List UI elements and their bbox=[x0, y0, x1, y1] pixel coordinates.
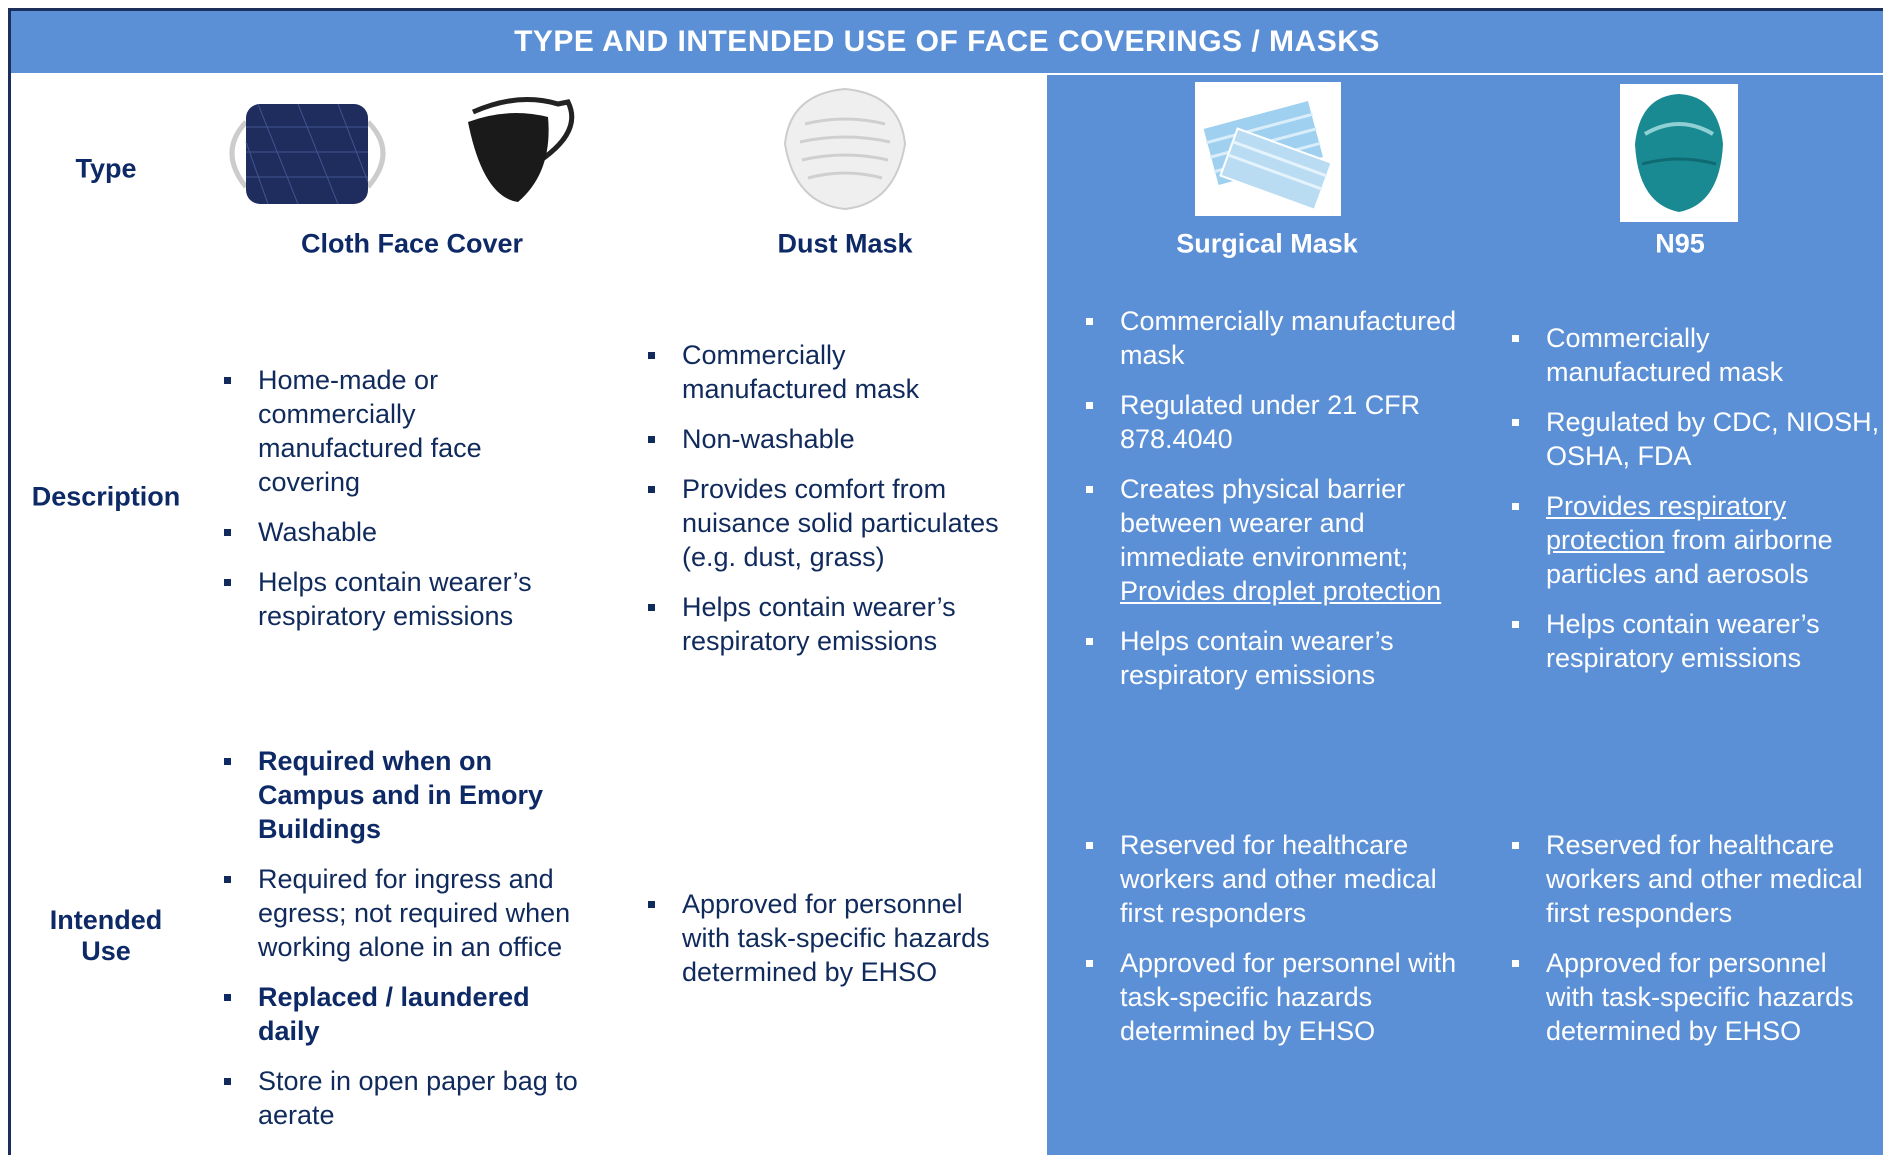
text-run: from airborne particles and aerosols bbox=[1546, 525, 1833, 589]
description-cell: Commercially manufactured mask Non-washab… bbox=[648, 276, 1002, 720]
intended-use-cell: Approved for personnel with task-specifi… bbox=[648, 720, 1002, 1155]
column-name: Cloth Face Cover bbox=[300, 228, 524, 259]
bullet-item: Replaced / laundered daily bbox=[224, 980, 588, 1048]
bullet-item: Provides respiratory protection from air… bbox=[1512, 489, 1882, 591]
border bbox=[8, 8, 11, 1155]
bullet-item: Helps contain wearer’s respiratory emiss… bbox=[1512, 607, 1882, 675]
bullet-list: Commercially manufactured mask Non-washab… bbox=[648, 322, 1002, 674]
row-label: Description bbox=[31, 481, 181, 512]
bullet-item: Required when on Campus and in Emory Bui… bbox=[224, 744, 588, 846]
column-name: Dust Mask bbox=[777, 228, 913, 259]
cloth-mask-image bbox=[229, 97, 575, 205]
bullet-item: Commercially manufactured mask bbox=[648, 338, 1002, 406]
bullet-item: Approved for personnel with task-specifi… bbox=[648, 887, 1002, 989]
bullet-item: Provides comfort from nuisance solid par… bbox=[648, 472, 1002, 574]
bullet-item: Required for ingress and egress; not req… bbox=[224, 862, 588, 964]
surgical-mask-image bbox=[1195, 82, 1341, 216]
bullet-item: Commercially manufactured mask bbox=[1512, 321, 1882, 389]
bullet-item: Helps contain wearer’s respiratory emiss… bbox=[1086, 624, 1460, 692]
row-label: Type bbox=[75, 153, 137, 184]
highlight-panel bbox=[1047, 75, 1883, 1155]
border bbox=[8, 8, 1883, 11]
bullet-item: Store in open paper bag to aerate bbox=[224, 1064, 588, 1132]
underlined-text: Provides respiratory protection bbox=[1546, 491, 1787, 555]
dust-mask-image bbox=[783, 87, 907, 211]
intended-use-cell: Reserved for healthcare workers and othe… bbox=[1086, 720, 1460, 1155]
bullet-item: Approved for personnel with task-specifi… bbox=[1512, 946, 1882, 1048]
bullet-item: Creates physical barrier between wearer … bbox=[1086, 472, 1460, 608]
description-cell: Commercially manufactured mask Regulated … bbox=[1512, 276, 1882, 720]
description-cell: Commercially manufactured mask Regulated … bbox=[1086, 276, 1460, 720]
intended-use-cell: Reserved for healthcare workers and othe… bbox=[1512, 720, 1882, 1155]
bullet-list: Reserved for healthcare workers and othe… bbox=[1512, 812, 1882, 1064]
bullet-list: Home-made or commercially manufactured f… bbox=[224, 347, 588, 649]
underlined-text: Provides droplet protection bbox=[1120, 576, 1442, 606]
title: TYPE AND INTENDED USE OF FACE COVERINGS … bbox=[514, 25, 1380, 58]
intended-use-cell: Required when on Campus and in Emory Bui… bbox=[224, 720, 588, 1155]
bullet-item: Regulated under 21 CFR 878.4040 bbox=[1086, 388, 1460, 456]
n95-image bbox=[1620, 84, 1738, 222]
bullet-item: Commercially manufactured mask bbox=[1086, 304, 1460, 372]
bullet-item: Approved for personnel with task-specifi… bbox=[1086, 946, 1460, 1048]
bullet-list: Commercially manufactured mask Regulated … bbox=[1086, 288, 1460, 708]
bullet-list: Required when on Campus and in Emory Bui… bbox=[224, 728, 588, 1148]
text-run: Creates physical barrier between wearer … bbox=[1120, 474, 1409, 572]
bullet-list: Approved for personnel with task-specifi… bbox=[648, 871, 1002, 1005]
bullet-list: Reserved for healthcare workers and othe… bbox=[1086, 812, 1460, 1064]
bullet-item: Regulated by CDC, NIOSH, OSHA, FDA bbox=[1512, 405, 1882, 473]
bullet-item: Home-made or commercially manufactured f… bbox=[224, 363, 588, 499]
column-name: N95 bbox=[1655, 228, 1705, 259]
bullet-item: Non-washable bbox=[648, 422, 1002, 456]
bullet-item: Reserved for healthcare workers and othe… bbox=[1512, 828, 1882, 930]
bullet-item: Helps contain wearer’s respiratory emiss… bbox=[224, 565, 588, 633]
bullet-list: Commercially manufactured mask Regulated … bbox=[1512, 305, 1882, 691]
column-name: Surgical Mask bbox=[1176, 228, 1358, 259]
bullet-item: Washable bbox=[224, 515, 588, 549]
row-label: Intended Use bbox=[49, 905, 163, 966]
header-bar: TYPE AND INTENDED USE OF FACE COVERINGS … bbox=[11, 11, 1883, 73]
bullet-item: Helps contain wearer’s respiratory emiss… bbox=[648, 590, 1002, 658]
description-cell: Home-made or commercially manufactured f… bbox=[224, 276, 588, 720]
bullet-item: Reserved for healthcare workers and othe… bbox=[1086, 828, 1460, 930]
